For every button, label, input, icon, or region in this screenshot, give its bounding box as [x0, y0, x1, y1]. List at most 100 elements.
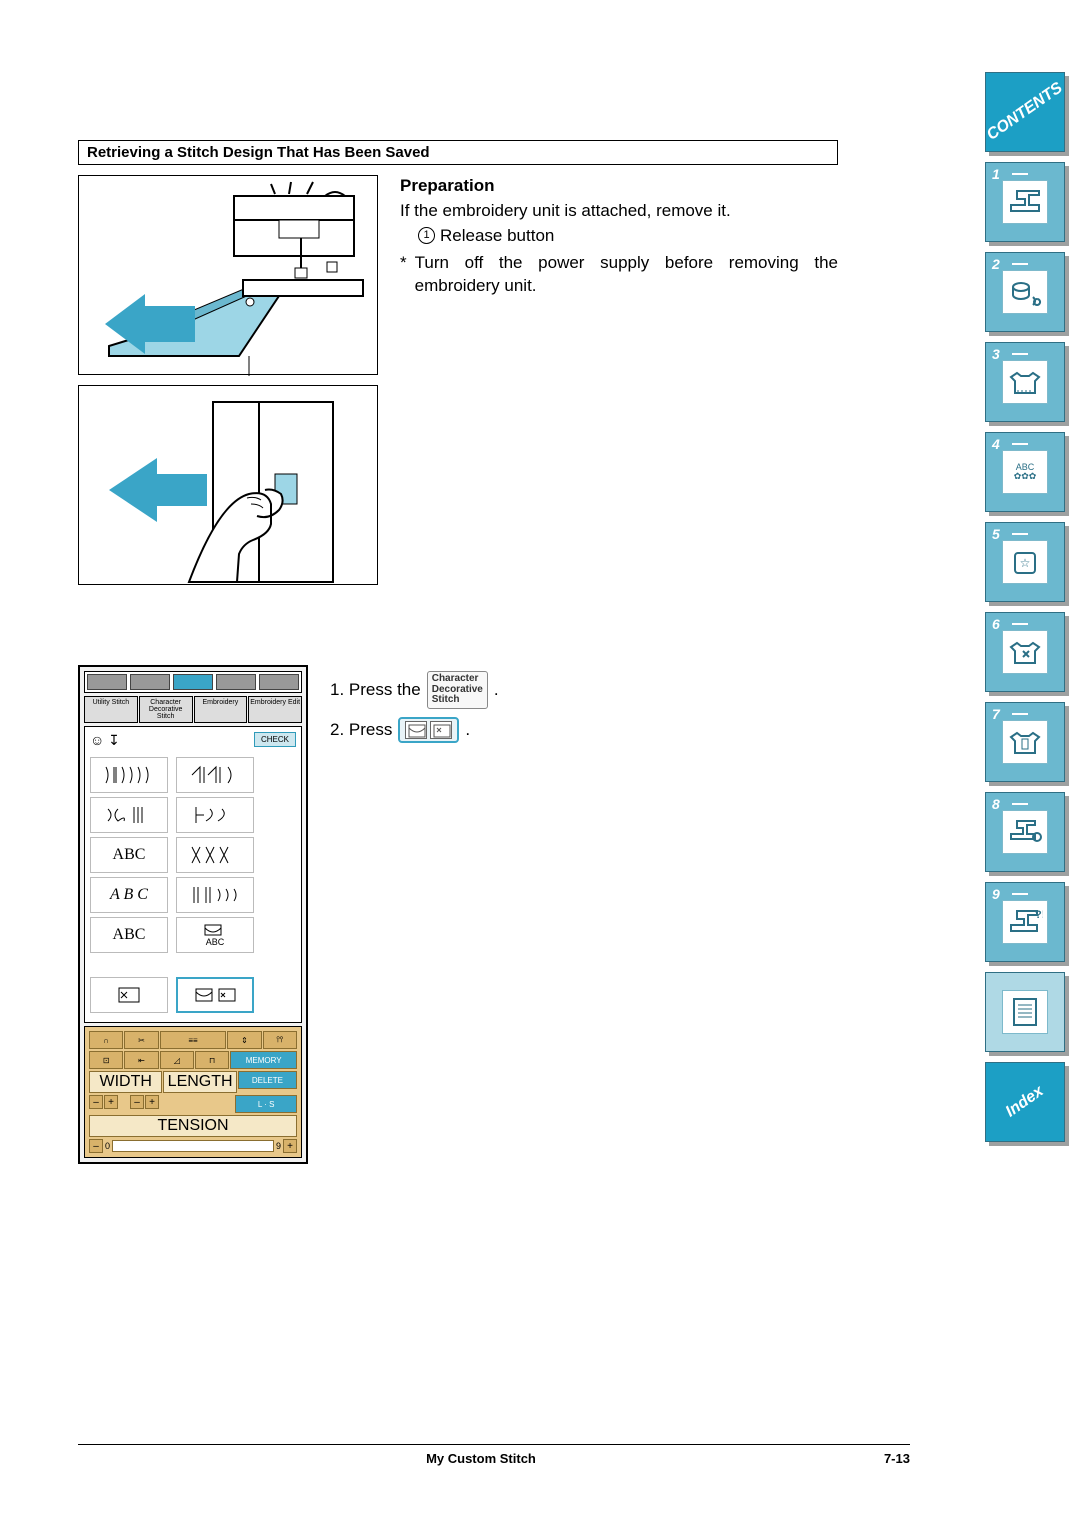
- dp-length-label: LENGTH: [163, 1071, 236, 1093]
- release-label: Release button: [440, 225, 554, 248]
- dp-stitch-cell[interactable]: [176, 877, 254, 913]
- illustration-hand: [78, 385, 378, 585]
- dp-stitch-cell[interactable]: [90, 797, 168, 833]
- dp-tension-minus[interactable]: –: [89, 1139, 103, 1153]
- tab-number: 4: [992, 436, 1000, 452]
- tab-number: 9: [992, 886, 1000, 902]
- shirt-edit-icon: [1002, 630, 1048, 674]
- dp-bottom-btn[interactable]: ≡≡: [160, 1031, 227, 1049]
- contents-tab[interactable]: CONTENTS: [985, 72, 1065, 152]
- dp-tab-utility[interactable]: Utility Stitch: [84, 696, 138, 723]
- section-heading: Retrieving a Stitch Design That Has Been…: [78, 140, 838, 165]
- side-tab-doc[interactable]: [985, 972, 1065, 1052]
- tab-number: 2: [992, 256, 1000, 272]
- dp-minus-btn[interactable]: –: [130, 1095, 144, 1109]
- note-text: Turn off the power supply before removin…: [415, 252, 838, 298]
- dp-scale-min: 0: [105, 1141, 110, 1151]
- preparation-heading: Preparation: [400, 175, 838, 198]
- step1-suffix: .: [494, 680, 499, 700]
- side-tab-9[interactable]: 9 ?!: [985, 882, 1065, 962]
- dp-stitch-cell[interactable]: [176, 757, 254, 793]
- btn-line: Stitch: [432, 695, 460, 706]
- step-2: 2. Press .: [330, 717, 499, 743]
- char-decorative-stitch-button[interactable]: Character Decorative Stitch: [427, 671, 488, 709]
- pocket-memory-button[interactable]: [398, 717, 459, 743]
- release-number-badge: 1: [418, 227, 435, 244]
- dp-plus-btn[interactable]: +: [104, 1095, 118, 1109]
- illustration-machine: [78, 175, 378, 375]
- side-tab-6[interactable]: 6: [985, 612, 1065, 692]
- dp-scale-max: 9: [276, 1141, 281, 1151]
- thread-spool-icon: [1002, 270, 1048, 314]
- side-tab-1[interactable]: 1: [985, 162, 1065, 242]
- footer-title: My Custom Stitch: [426, 1451, 536, 1466]
- card-icon: [430, 721, 452, 739]
- dp-bottom-btn[interactable]: ⊓: [195, 1051, 229, 1069]
- dp-tab-edit[interactable]: Embroidery Edit: [248, 696, 302, 723]
- btn-line: Character: [432, 674, 479, 685]
- machine-gear-icon: [1002, 810, 1048, 854]
- note-star: *: [400, 252, 407, 298]
- dp-abc-cell[interactable]: ABC: [90, 917, 168, 953]
- dp-top-toolbar: [84, 671, 302, 693]
- side-tab-3[interactable]: 3: [985, 342, 1065, 422]
- dp-ls-btn[interactable]: L · S: [235, 1095, 297, 1113]
- dp-abc-cell[interactable]: ABC: [90, 837, 168, 873]
- dp-memory-pocket[interactable]: [176, 977, 254, 1013]
- dp-tension-plus[interactable]: +: [283, 1139, 297, 1153]
- tab-number: 3: [992, 346, 1000, 362]
- step2-prefix: 2. Press: [330, 720, 392, 740]
- dp-stitch-cell[interactable]: [90, 757, 168, 793]
- dp-check-button[interactable]: CHECK: [254, 732, 296, 747]
- step2-suffix: .: [465, 720, 470, 740]
- tab-number: 5: [992, 526, 1000, 542]
- dp-stitch-cell[interactable]: [176, 837, 254, 873]
- dp-bottom-btn[interactable]: ⇕: [227, 1031, 261, 1049]
- dp-tab-embroidery[interactable]: Embroidery: [194, 696, 248, 723]
- dp-plus-btn[interactable]: +: [145, 1095, 159, 1109]
- side-tab-5[interactable]: 5 ☆: [985, 522, 1065, 602]
- dp-stitch-cell[interactable]: [176, 797, 254, 833]
- dp-abc-cell[interactable]: A B C: [90, 877, 168, 913]
- dp-memory-slot[interactable]: [90, 977, 168, 1013]
- svg-text:?!: ?!: [1035, 909, 1043, 921]
- dp-pocket-cell[interactable]: ABC: [176, 917, 254, 953]
- index-tab[interactable]: Index: [985, 1062, 1065, 1142]
- dp-bottom-btn[interactable]: ⊡: [89, 1051, 123, 1069]
- dp-bottom-btn[interactable]: ⫯⫯: [263, 1031, 297, 1049]
- contents-label: CONTENTS: [984, 79, 1066, 144]
- dp-tabs: Utility Stitch Character Decorative Stit…: [84, 696, 302, 723]
- tab-number: 8: [992, 796, 1000, 812]
- footer-page: 7-13: [884, 1451, 910, 1466]
- dp-tension-scale: [112, 1140, 274, 1152]
- prep-line1: If the embroidery unit is attached, remo…: [400, 200, 838, 223]
- dp-delete-btn[interactable]: DELETE: [238, 1071, 297, 1089]
- tab-number: 6: [992, 616, 1000, 632]
- step1-prefix: 1. Press the: [330, 680, 421, 700]
- dp-bottom-btn[interactable]: ◿: [160, 1051, 194, 1069]
- shirt-needle-icon: [1002, 720, 1048, 764]
- dp-minus-btn[interactable]: –: [89, 1095, 103, 1109]
- index-label: Index: [1003, 1083, 1048, 1122]
- step-1: 1. Press the Character Decorative Stitch…: [330, 671, 499, 709]
- hoop-star-icon: ☆: [1002, 540, 1048, 584]
- dp-bottom-btn[interactable]: ⇤: [124, 1051, 158, 1069]
- dp-width-label: WIDTH: [89, 1071, 162, 1093]
- document-icon: [1002, 990, 1048, 1034]
- side-tab-2[interactable]: 2: [985, 252, 1065, 332]
- dp-tension-label: TENSION: [89, 1115, 297, 1137]
- pocket-icon: [405, 721, 427, 739]
- side-tab-4[interactable]: 4 ABC✿✿✿: [985, 432, 1065, 512]
- machine-question-icon: ?!: [1002, 900, 1048, 944]
- dp-tab-char[interactable]: Character Decorative Stitch: [139, 696, 193, 723]
- dp-memory-btn[interactable]: MEMORY: [230, 1051, 297, 1069]
- device-panel: Utility Stitch Character Decorative Stit…: [78, 665, 308, 1164]
- shirt-icon: [1002, 360, 1048, 404]
- dp-bottom-btn[interactable]: ∩: [89, 1031, 123, 1049]
- tab-number: 1: [992, 166, 1000, 182]
- side-tab-8[interactable]: 8: [985, 792, 1065, 872]
- side-tab-7[interactable]: 7: [985, 702, 1065, 782]
- dp-bottom-btn[interactable]: ✂: [124, 1031, 158, 1049]
- abc-deco-icon: ABC✿✿✿: [1002, 450, 1048, 494]
- sewing-machine-icon: [1002, 180, 1048, 224]
